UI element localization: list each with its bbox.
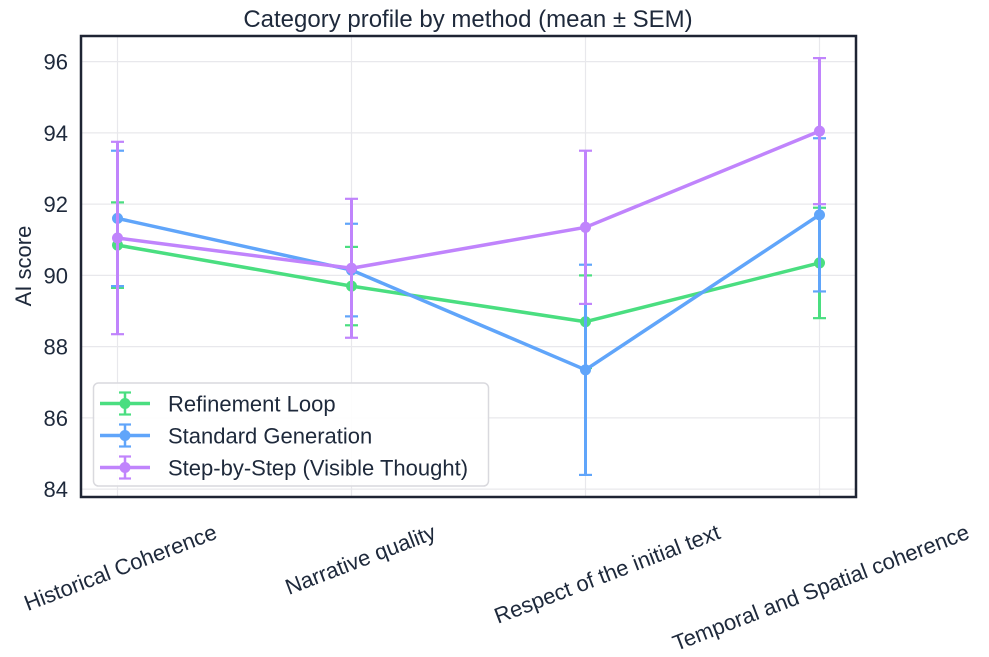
- data-point-marker: [814, 209, 825, 221]
- series-line: [115, 129, 822, 271]
- legend: Refinement Loop Standard Generation Step-b…: [92, 382, 490, 487]
- x-tick-label: Respect of the initial text: [491, 519, 724, 628]
- series-refinement-loop: [111, 201, 826, 370]
- x-tick-label: Narrative quality: [282, 519, 439, 599]
- legend-marker: [119, 398, 131, 409]
- plot-frame: [79, 34, 858, 499]
- data-point-marker: [112, 232, 123, 244]
- legend-label: Step-by-Step (Visible Thought): [168, 456, 468, 481]
- chart-title: Category profile by method (mean ± SEM): [243, 6, 692, 33]
- y-tick-label: 84: [44, 477, 68, 502]
- series-step-by-step-visible-thought: [111, 56, 826, 339]
- y-tick-label: 96: [44, 50, 68, 75]
- y-axis-label: AI score: [11, 226, 36, 307]
- y-tick-label: 90: [44, 263, 68, 288]
- legend-label: Standard Generation: [168, 424, 372, 449]
- legend-marker: [119, 462, 131, 473]
- data-point-marker: [580, 221, 591, 233]
- legend-item-step-by-step-visible-thought: Step-by-Step (Visible Thought): [100, 455, 468, 481]
- y-tick-label: 92: [44, 192, 68, 217]
- legend-label: Refinement Loop: [168, 392, 336, 417]
- plot-area: 84 86 88 90 92 94 96 Historical Coherence Narrat…: [21, 34, 973, 656]
- x-tick-label: Historical Coherence: [21, 519, 221, 616]
- y-tick-label: 86: [44, 406, 68, 431]
- data-point-marker: [346, 262, 357, 274]
- y-tick-label: 94: [44, 121, 68, 146]
- data-point-marker: [580, 364, 591, 376]
- data-point-marker: [814, 125, 825, 137]
- legend-marker: [119, 430, 131, 441]
- y-tick-label: 88: [44, 335, 68, 360]
- series-line: [115, 213, 822, 372]
- legend-item-refinement-loop: Refinement Loop: [100, 391, 336, 417]
- legend-item-standard-generation: Standard Generation: [100, 423, 372, 449]
- legend-box: [92, 382, 490, 487]
